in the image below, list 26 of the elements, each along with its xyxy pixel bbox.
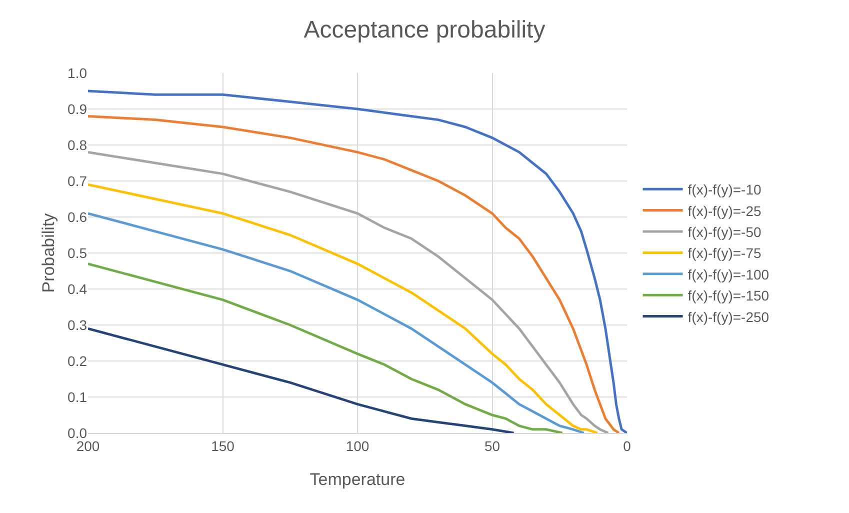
x-axis-title: Temperature: [310, 470, 406, 490]
y-axis-title: Probability: [39, 212, 58, 293]
y-tick-label: 0.6: [68, 208, 88, 225]
line-series: [88, 262, 564, 433]
legend-label: f(x)-f(y)=-250: [688, 308, 770, 325]
y-tick-label: 0.5: [68, 244, 88, 261]
legend-label: f(x)-f(y)=-50: [688, 224, 762, 240]
y-tick-label: 0.9: [68, 100, 88, 117]
x-tick-label: 50: [484, 438, 500, 454]
legend-label: f(x)-f(y)=-100: [688, 266, 770, 282]
y-tick-label: 0.4: [68, 280, 88, 297]
y-tick-label: 0.8: [68, 136, 88, 153]
y-tick-label: 0.1: [68, 388, 88, 405]
legend-label: f(x)-f(y)=-150: [688, 288, 770, 304]
chart-title: Acceptance probability: [304, 16, 546, 44]
y-tick-label: 0.7: [68, 172, 88, 189]
x-tick-label: 100: [346, 438, 370, 454]
x-tick-label: 0: [623, 438, 632, 454]
line-series: [88, 327, 516, 433]
legend-label: f(x)-f(y)=-25: [688, 202, 762, 219]
legend-label: f(x)-f(y)=-75: [688, 245, 762, 262]
y-tick-label: 0.2: [68, 352, 88, 369]
x-tick-label: 150: [211, 438, 235, 454]
legend-label: f(x)-f(y)=-10: [688, 182, 762, 198]
y-tick-label: 0.3: [68, 316, 88, 333]
y-tick-label: 1.0: [68, 64, 88, 81]
